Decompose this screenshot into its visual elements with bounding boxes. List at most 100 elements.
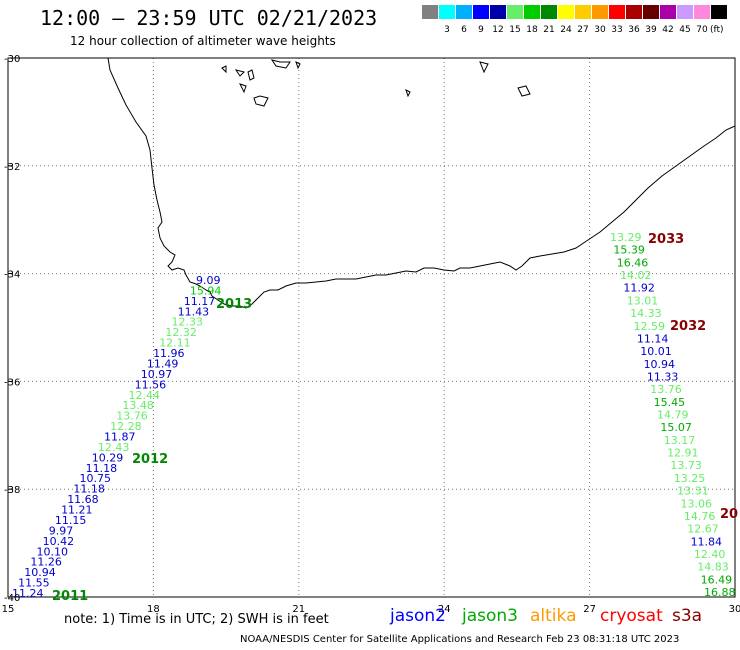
page-title: 12:00 – 23:59 UTC 02/21/2023 [40,6,378,30]
swh-value: 11.15 [55,514,87,527]
swh-value: 11.92 [623,282,655,295]
swh-value: 12.67 [687,523,719,536]
swh-value: 12.44 [129,389,161,402]
scale-label: 30 [594,25,606,35]
lat-tick-label: -34 [4,270,20,281]
map-grid [7,57,736,598]
island-1 [221,65,227,74]
lat-tick-label: -30 [4,54,20,65]
axis-labels: 15 18 21 24 27 30 -30 -32 -34 -36 -38 -40 [2,54,740,615]
swh-value: 14.79 [657,409,689,422]
scale-label: 12 [492,25,504,35]
scale-label: 42 [662,25,674,35]
swh-value: 14.33 [630,307,662,320]
swh-value: 10.75 [79,472,111,485]
scale-swatch [677,5,693,19]
swh-value: 11.87 [104,431,136,444]
lat-tick-label: -38 [4,485,20,496]
swh-value: 11.56 [135,378,167,391]
swh-value: 13.25 [674,472,706,485]
swh-value: 10.94 [24,566,56,579]
scale-label: 36 [628,25,640,35]
track-time-label: 2012 [132,452,168,467]
swh-value: 11.49 [147,357,179,370]
scale-swatch [507,5,523,19]
scale-label: 45 [679,25,691,35]
scale-swatch [694,5,710,19]
swh-value: 12.40 [694,548,726,561]
island-7 [295,61,301,70]
island-8 [405,89,411,98]
scale-swatch [490,5,506,19]
scale-label: 21 [543,25,555,35]
swh-value: 15.07 [660,421,692,434]
satellite-legend-item: s3a [672,606,703,626]
swh-value: 11.26 [30,556,62,569]
swh-value: 10.01 [640,345,672,358]
swh-value: 15.94 [190,284,222,297]
scale-swatch [575,5,591,19]
lat-tick-label: -32 [4,162,20,173]
island-6 [270,59,291,69]
scale-label: 15 [509,25,521,35]
scale-label: 39 [645,25,657,35]
scale-label: 18 [526,25,538,35]
swh-value: 11.14 [637,332,669,345]
scale-swatch [456,5,472,19]
altimeter-tracks: 11.2411.5510.9411.2610.1010.429.9711.151… [12,231,738,604]
lon-tick-label: 18 [147,604,160,615]
swh-value: 12.32 [165,326,197,339]
footer-credit: NOAA/NESDIS Center for Satellite Applica… [240,634,680,645]
lon-tick-label: 21 [292,604,305,615]
scale-swatch [439,5,455,19]
swh-value: 13.76 [116,410,147,423]
coastline [107,57,736,309]
swh-value: 11.84 [691,535,723,548]
scale-swatch [592,5,608,19]
scale-swatch [609,5,625,19]
island-3 [247,69,255,81]
island-4 [239,83,247,94]
island-2 [234,69,245,77]
track-time-label: 2033 [648,232,684,247]
scale-label: 27 [577,25,589,35]
swh-value: 14.76 [684,510,716,523]
scale-swatch [473,5,489,19]
lat-tick-label: -36 [4,377,20,388]
swh-value: 12.91 [667,447,699,460]
swh-value: 16.46 [617,256,649,269]
swh-value: 11.24 [12,587,44,600]
page-subtitle: 12 hour collection of altimeter wave hei… [70,34,336,48]
track-time-label: 2011 [52,589,88,604]
scale-label: 33 [611,25,623,35]
scale-label: 24 [560,25,572,35]
swh-value: 12.43 [98,441,130,454]
swh-value: 15.39 [613,244,645,257]
lon-tick-label: 27 [583,604,596,615]
swh-value: 14.02 [620,269,652,282]
south-africa-coastline [107,57,736,309]
swh-value: 11.17 [184,295,216,308]
swh-value: 11.55 [18,577,49,590]
scale-swatch [558,5,574,19]
lon-tick-label: 24 [438,604,451,615]
swh-value: 11.43 [178,305,210,318]
swh-value: 13.01 [627,294,659,307]
swh-value: 16.88 [704,586,736,599]
island-10 [517,85,531,97]
scale-label: 3 [444,25,450,35]
map-frame [7,57,736,598]
island-5 [253,95,269,107]
satellite-legend-item: jason2 [390,606,446,626]
swh-value: 11.18 [73,483,105,496]
scale-swatch [626,5,642,19]
swh-value: 10.42 [43,535,75,548]
swh-value: 11.96 [153,347,185,360]
swh-value: 13.06 [681,497,713,510]
island-9 [479,61,489,74]
swh-value: 12.59 [634,320,666,333]
swh-value: 12.28 [110,420,142,433]
satellite-legend-item: cryosat [600,606,663,626]
swh-value: 9.09 [196,274,221,287]
